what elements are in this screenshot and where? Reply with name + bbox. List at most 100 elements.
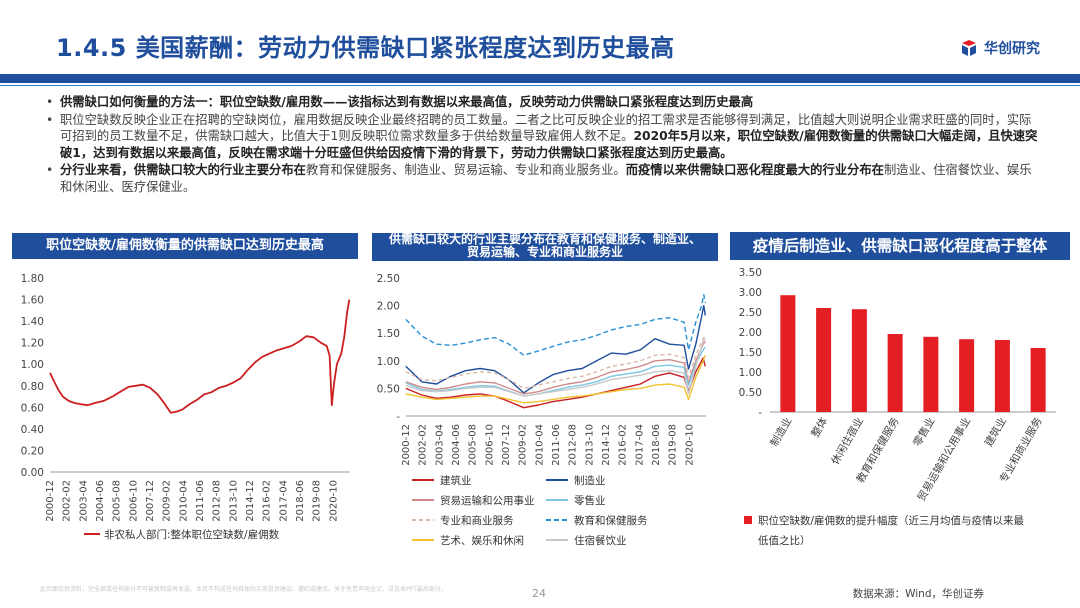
x-tick-label: 2002-02 [62, 480, 73, 522]
bullet-item: 分行业来看，供需缺口较大的行业主要分布在教育和保健服务、制造业、贸易运输、专业和… [40, 162, 1040, 195]
left-line-chart: 0.00 0.20 0.40 0.60 0.80 1.00 1.20 1.40 1.60 1.80… [21, 273, 351, 541]
bullet-item: 职位空缺数反映企业正在招聘的空缺岗位，雇用数据反映企业最终招聘的员工数量。二者之… [40, 112, 1040, 162]
x-tick-label: 2007-12 [145, 480, 156, 522]
header-rule [0, 74, 1080, 83]
middle-chart-title-line2: 贸易运输、专业和商业服务业 [466, 245, 623, 259]
bar [851, 309, 867, 412]
middle-chart-title-line1: 供需缺口较大的行业主要分布在教育和保健服务、制造业、 [388, 232, 701, 246]
series-line [405, 346, 706, 397]
y-tick-label: 1.40 [21, 316, 44, 328]
y-tick-label: 1.00 [739, 367, 762, 379]
series-line [49, 299, 351, 414]
middle-chart-title: 供需缺口较大的行业主要分布在教育和保健服务、制造业、 贸易运输、专业和商业服务业 [372, 233, 718, 261]
x-tick-label: 2016-02 [262, 480, 273, 522]
bar [959, 339, 975, 412]
bar [780, 295, 796, 412]
bar [923, 336, 939, 412]
legend-label: 建筑业 [440, 474, 472, 487]
y-tick-label: 1.60 [21, 295, 44, 307]
x-tick-label: 2012-08 [212, 480, 223, 522]
x-tick-label: 零售业 [910, 415, 937, 449]
page-title: 1.4.5 美国薪酬：劳动力供需缺口紧张程度达到历史最高 [56, 34, 675, 62]
legend-label: 制造业 [574, 474, 606, 487]
legend-label: 非农私人部门:整体职位空缺数/雇佣数 [104, 528, 280, 541]
bullet-text: 职位空缺数反映企业正在招聘的空缺岗位，雇用数据反映企业最终招聘的员工数量。二者之… [60, 112, 1032, 144]
data-source: 数据来源：Wind，华创证券 [852, 588, 984, 600]
x-tick-label: 2005-08 [468, 424, 479, 466]
x-tick-label: 2013-10 [584, 424, 595, 466]
x-tick-label: 2002-02 [418, 424, 429, 466]
legend-swatch [744, 516, 752, 524]
legend-label-cont: 低值之比） [758, 534, 811, 547]
y-tick-label: 2.50 [739, 307, 762, 319]
y-tick-label: 1.20 [21, 338, 44, 350]
x-tick-label: 2003-04 [434, 424, 445, 466]
x-tick-label: 休闲住宿业 [828, 415, 866, 467]
x-tick-label: 2020-10 [684, 424, 695, 466]
y-tick-label: 2.50 [377, 273, 400, 285]
bar [816, 308, 832, 412]
logo-icon [962, 40, 976, 56]
bullet-bold: 分行业来看，供需缺口较大的行业主要分布在 [60, 163, 306, 177]
x-tick-label: 2014-12 [245, 480, 256, 522]
x-tick-label: 2009-02 [518, 424, 529, 466]
x-tick-label: 2011-06 [551, 424, 562, 466]
legend-label: 职位空缺数/雇佣数的提升幅度（近三月均值与疫情以来最 [758, 514, 1025, 527]
series-line [405, 304, 706, 394]
bar [887, 334, 903, 412]
y-tick-label: 0.40 [21, 424, 44, 436]
x-tick-label: 2011-06 [195, 480, 206, 522]
header-rule-thin [0, 85, 1080, 86]
legend-label: 专业和商业服务 [440, 514, 514, 527]
x-tick-label: 2003-04 [78, 480, 89, 522]
bullet-item: 供需缺口如何衡量的方法一：职位空缺数/雇用数——该指标达到有数据以来最高值，反映… [40, 94, 1040, 111]
bar [994, 340, 1010, 412]
x-tick-label: 2010-04 [178, 480, 189, 522]
x-tick-label: 2000-12 [45, 480, 56, 522]
logo-text: 华创研究 [984, 41, 1040, 57]
x-tick-label: 2018-06 [651, 424, 662, 466]
y-tick-label: 3.00 [739, 287, 762, 299]
bullet-bold: 而疫情以来供需缺口恶化程度最大的行业分布在 [625, 163, 884, 177]
x-tick-label: 2012-08 [568, 424, 579, 466]
y-tick-label: 1.80 [21, 273, 44, 285]
right-chart-title: 疫情后制造业、供需缺口恶化程度高于整体 [730, 232, 1070, 260]
x-tick-label: 2004-06 [95, 480, 106, 522]
x-tick-label: 2006-10 [128, 480, 139, 522]
x-tick-label: 2004-06 [451, 424, 462, 466]
bullet-text: 教育和保健服务、制造业、贸易运输、专业和商业服务业。 [305, 163, 626, 177]
y-tick-label: 2.00 [377, 301, 400, 313]
x-tick-label: 2005-08 [112, 480, 123, 522]
x-tick-label: 2018-06 [295, 480, 306, 522]
x-tick-label: 2020-10 [328, 480, 339, 522]
x-tick-label: 2006-10 [484, 424, 495, 466]
left-chart-title: 职位空缺数/雇佣数衡量的供需缺口达到历史最高 [12, 233, 358, 259]
bullet-bold: 2020年5月以来，职位空缺数/雇佣数衡量的供需缺口大幅走阔，且快速突破1，达到… [60, 129, 1038, 160]
disclaimer: 此页面仅供资料，完全部或任何部分不可被复制或再发送。本页不构成任何具体的买卖投资… [40, 586, 447, 593]
x-tick-label: 整体 [808, 415, 830, 440]
x-tick-label: 2009-02 [162, 480, 173, 522]
middle-line-chart: - 0.50 1.00 1.50 2.00 2.50 2000-12 2002-02 2003-… [377, 273, 706, 547]
legend-label: 艺术、娱乐和休闲 [440, 534, 524, 547]
y-tick-label: 0.00 [21, 467, 44, 479]
y-tick-label: 2.00 [739, 327, 762, 339]
x-tick-label: 2016-02 [618, 424, 629, 466]
bullet-bold: 供需缺口如何衡量的方法一：职位空缺数/雇用数——该指标达到有数据以来最高值，反映… [60, 95, 754, 109]
bullet-list: 供需缺口如何衡量的方法一：职位空缺数/雇用数——该指标达到有数据以来最高值，反映… [40, 94, 1040, 196]
bullet-text: 制造业、住宿餐饮业、娱乐和休闲业、医疗保健业。 [60, 163, 1032, 194]
legend-label: 住宿餐饮业 [574, 534, 627, 547]
y-tick-label: - [396, 411, 400, 423]
x-tick-label: 2014-12 [601, 424, 612, 466]
x-tick-label: 2019-08 [312, 480, 323, 522]
brand-logo: 华创研究 [960, 38, 1040, 58]
y-tick-label: 0.50 [739, 387, 762, 399]
y-tick-label: 3.50 [739, 267, 762, 279]
y-tick-label: - [758, 407, 762, 419]
y-tick-label: 0.20 [21, 445, 44, 457]
series-line [405, 355, 706, 404]
y-tick-label: 0.60 [21, 402, 44, 414]
page-number: 24 [532, 587, 546, 600]
x-tick-label: 2010-04 [534, 424, 545, 466]
series-line [405, 338, 706, 397]
